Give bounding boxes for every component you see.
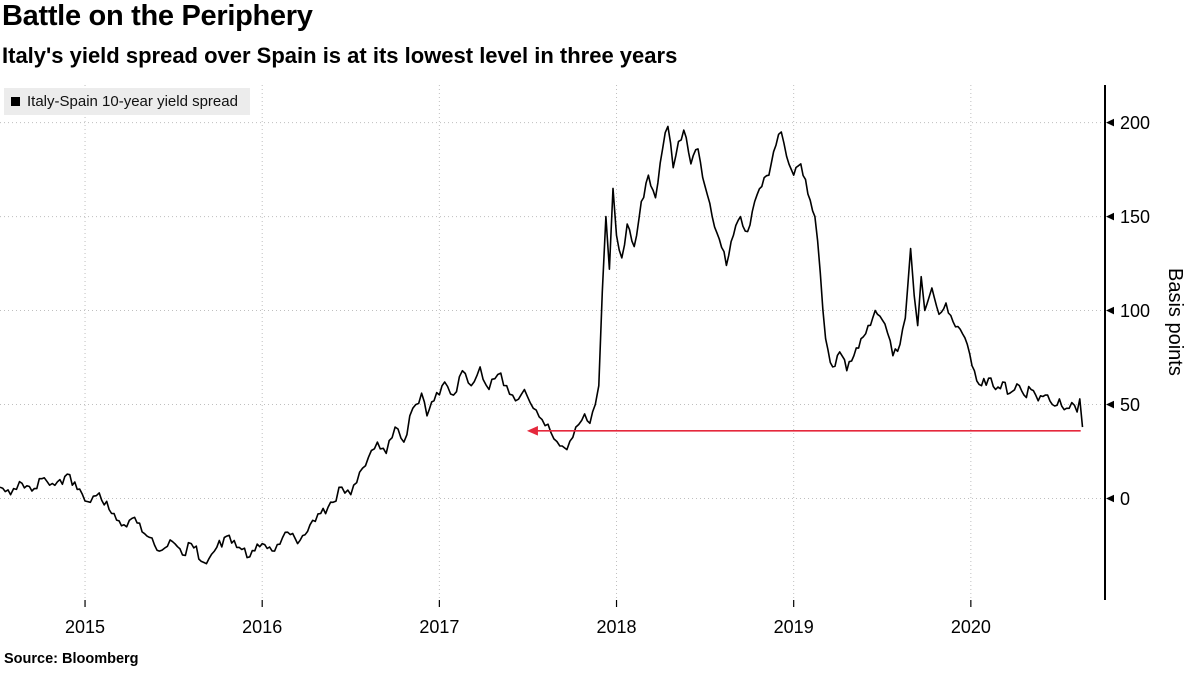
y-tick-label: 100 bbox=[1120, 301, 1150, 321]
annotation-layer bbox=[526, 426, 1081, 436]
x-tick-label: 2018 bbox=[596, 617, 636, 637]
x-tick-label: 2019 bbox=[774, 617, 814, 637]
y-tick-label: 50 bbox=[1120, 395, 1140, 415]
chart-title: Battle on the Periphery bbox=[2, 0, 313, 32]
x-tick-label: 2015 bbox=[65, 617, 105, 637]
y-axis-title: Basis points bbox=[1164, 268, 1186, 376]
x-tick-label: 2017 bbox=[419, 617, 459, 637]
y-tick-arrow-icon bbox=[1106, 494, 1114, 503]
series-layer bbox=[0, 125, 1084, 565]
y-tick-label: 150 bbox=[1120, 207, 1150, 227]
chart-subtitle: Italy's yield spread over Spain is at it… bbox=[2, 43, 678, 68]
x-tick-label: 2020 bbox=[951, 617, 991, 637]
legend-label: Italy-Spain 10-year yield spread bbox=[27, 93, 238, 110]
legend: Italy-Spain 10-year yield spread bbox=[4, 88, 250, 115]
spread-line bbox=[0, 125, 1084, 565]
x-tick-label: 2016 bbox=[242, 617, 282, 637]
y-tick-arrow-icon bbox=[1106, 118, 1114, 127]
y-tick-arrow-icon bbox=[1106, 212, 1114, 221]
grid-layer bbox=[0, 85, 1105, 600]
y-tick-label: 0 bbox=[1120, 489, 1130, 509]
lowest-level-arrowhead-icon bbox=[526, 426, 538, 436]
y-tick-arrow-icon bbox=[1106, 306, 1114, 315]
axis-layer: 0 50 100 150 200 2015 2016 2017 2018 2019 2020 bbox=[65, 85, 1150, 637]
source-note: Source: Bloomberg bbox=[4, 651, 139, 667]
y-tick-label: 200 bbox=[1120, 113, 1150, 133]
legend-square-marker-icon bbox=[11, 97, 20, 106]
y-tick-arrow-icon bbox=[1106, 400, 1114, 409]
